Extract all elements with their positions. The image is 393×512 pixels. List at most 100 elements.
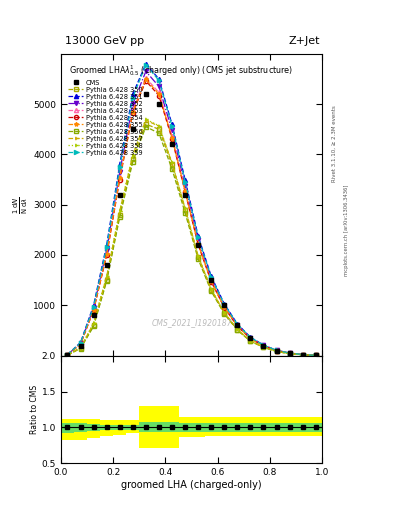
Pythia 6.428 354 bbox=[104, 252, 109, 259]
Pythia 6.428 354 bbox=[248, 335, 253, 342]
Pythia 6.428 358 bbox=[183, 205, 187, 211]
Pythia 6.428 356 bbox=[287, 351, 292, 357]
Pythia 6.428 351 bbox=[261, 342, 266, 348]
Pythia 6.428 352 bbox=[300, 352, 305, 358]
Pythia 6.428 351 bbox=[170, 121, 174, 127]
Pythia 6.428 352 bbox=[209, 275, 213, 282]
Pythia 6.428 350 bbox=[222, 310, 227, 316]
Pythia 6.428 354 bbox=[222, 305, 227, 311]
Pythia 6.428 353 bbox=[118, 174, 122, 180]
Pythia 6.428 355 bbox=[313, 352, 318, 358]
Pythia 6.428 357 bbox=[300, 352, 305, 358]
Pythia 6.428 357 bbox=[196, 253, 200, 259]
Line: Pythia 6.428 352: Pythia 6.428 352 bbox=[65, 69, 318, 357]
Pythia 6.428 354 bbox=[274, 348, 279, 354]
Pythia 6.428 356 bbox=[118, 214, 122, 220]
Pythia 6.428 354 bbox=[235, 323, 240, 329]
Pythia 6.428 357 bbox=[143, 117, 148, 123]
Pythia 6.428 354 bbox=[313, 352, 318, 358]
Pythia 6.428 355 bbox=[248, 335, 253, 342]
Pythia 6.428 353 bbox=[222, 304, 227, 310]
Pythia 6.428 353 bbox=[78, 341, 83, 347]
Pythia 6.428 351 bbox=[143, 61, 148, 67]
Pythia 6.428 355 bbox=[235, 323, 240, 329]
Pythia 6.428 351 bbox=[248, 334, 253, 340]
Pythia 6.428 358 bbox=[118, 208, 122, 214]
Pythia 6.428 353 bbox=[156, 90, 161, 96]
Pythia 6.428 355 bbox=[65, 352, 70, 358]
Pythia 6.428 355 bbox=[104, 251, 109, 258]
Pythia 6.428 356 bbox=[104, 278, 109, 284]
Pythia 6.428 358 bbox=[104, 273, 109, 279]
Pythia 6.428 359 bbox=[65, 352, 70, 358]
Pythia 6.428 357 bbox=[209, 286, 213, 292]
Pythia 6.428 350 bbox=[130, 156, 135, 162]
Pythia 6.428 358 bbox=[313, 352, 318, 358]
Pythia 6.428 358 bbox=[261, 344, 266, 350]
CMS bbox=[156, 101, 161, 107]
Pythia 6.428 351 bbox=[78, 339, 83, 346]
Pythia 6.428 355 bbox=[261, 343, 266, 349]
Pythia 6.428 350 bbox=[235, 327, 240, 333]
Pythia 6.428 354 bbox=[300, 352, 305, 358]
Pythia 6.428 353 bbox=[65, 352, 70, 358]
Pythia 6.428 357 bbox=[313, 352, 318, 358]
Pythia 6.428 359 bbox=[300, 352, 305, 358]
Pythia 6.428 351 bbox=[287, 350, 292, 356]
Pythia 6.428 356 bbox=[78, 346, 83, 352]
Pythia 6.428 357 bbox=[222, 309, 227, 315]
Pythia 6.428 354 bbox=[118, 177, 122, 183]
Pythia 6.428 357 bbox=[248, 337, 253, 344]
Pythia 6.428 359 bbox=[130, 94, 135, 100]
Pythia 6.428 350 bbox=[143, 121, 148, 127]
Pythia 6.428 353 bbox=[104, 251, 109, 257]
Pythia 6.428 358 bbox=[78, 345, 83, 351]
Pythia 6.428 356 bbox=[91, 323, 96, 329]
Line: Pythia 6.428 353: Pythia 6.428 353 bbox=[65, 76, 318, 357]
Pythia 6.428 351 bbox=[65, 352, 70, 358]
Pythia 6.428 350 bbox=[209, 287, 213, 293]
CMS bbox=[261, 343, 266, 349]
CMS bbox=[91, 312, 96, 318]
Pythia 6.428 359 bbox=[143, 62, 148, 68]
Pythia 6.428 357 bbox=[183, 205, 187, 211]
Pythia 6.428 350 bbox=[300, 352, 305, 358]
Pythia 6.428 355 bbox=[183, 188, 187, 194]
Pythia 6.428 353 bbox=[287, 350, 292, 356]
CMS bbox=[170, 141, 174, 147]
Pythia 6.428 353 bbox=[143, 75, 148, 81]
Pythia 6.428 352 bbox=[313, 352, 318, 358]
Pythia 6.428 356 bbox=[170, 166, 174, 172]
Pythia 6.428 356 bbox=[313, 352, 318, 358]
Pythia 6.428 353 bbox=[261, 343, 266, 349]
Line: Pythia 6.428 350: Pythia 6.428 350 bbox=[65, 122, 318, 357]
Text: Z+Jet: Z+Jet bbox=[289, 35, 320, 46]
Pythia 6.428 359 bbox=[196, 234, 200, 240]
Pythia 6.428 357 bbox=[261, 344, 266, 350]
Pythia 6.428 351 bbox=[222, 301, 227, 307]
Pythia 6.428 352 bbox=[274, 347, 279, 353]
CMS bbox=[235, 323, 240, 329]
Y-axis label: $\frac{1}{\mathrm{N}} \frac{\mathrm{d}N}{\mathrm{d}\lambda}$: $\frac{1}{\mathrm{N}} \frac{\mathrm{d}N}… bbox=[12, 196, 30, 214]
Pythia 6.428 357 bbox=[65, 352, 70, 358]
Pythia 6.428 355 bbox=[287, 350, 292, 356]
Pythia 6.428 350 bbox=[248, 338, 253, 344]
Pythia 6.428 356 bbox=[196, 256, 200, 262]
Pythia 6.428 354 bbox=[209, 279, 213, 285]
Pythia 6.428 354 bbox=[143, 78, 148, 84]
Pythia 6.428 356 bbox=[143, 123, 148, 130]
Pythia 6.428 353 bbox=[130, 107, 135, 113]
CMS bbox=[65, 352, 70, 358]
Pythia 6.428 356 bbox=[156, 130, 161, 136]
CMS bbox=[248, 335, 253, 341]
Pythia 6.428 354 bbox=[183, 188, 187, 195]
Pythia 6.428 352 bbox=[248, 335, 253, 341]
X-axis label: groomed LHA (charged-only): groomed LHA (charged-only) bbox=[121, 480, 262, 490]
Pythia 6.428 355 bbox=[130, 109, 135, 115]
Pythia 6.428 359 bbox=[222, 301, 227, 307]
Pythia 6.428 358 bbox=[287, 351, 292, 357]
Pythia 6.428 358 bbox=[196, 252, 200, 259]
Pythia 6.428 351 bbox=[313, 352, 318, 358]
Pythia 6.428 352 bbox=[104, 247, 109, 253]
Line: Pythia 6.428 359: Pythia 6.428 359 bbox=[65, 63, 318, 357]
